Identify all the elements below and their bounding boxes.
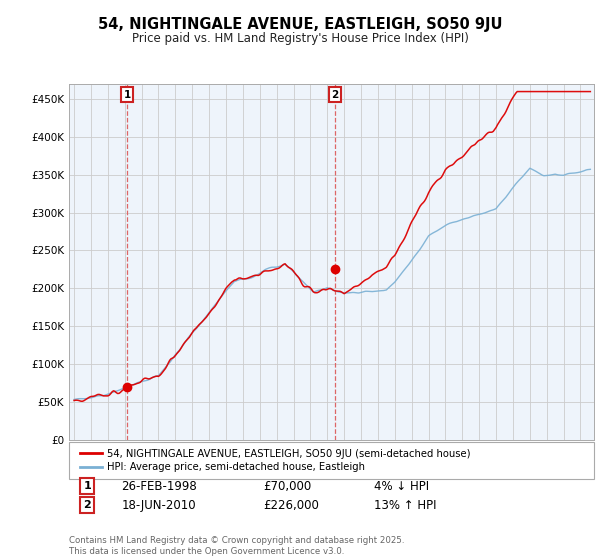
Text: Price paid vs. HM Land Registry's House Price Index (HPI): Price paid vs. HM Land Registry's House … [131,32,469,45]
Text: 18-JUN-2010: 18-JUN-2010 [121,498,196,511]
Text: 2: 2 [331,90,338,100]
FancyBboxPatch shape [69,442,594,479]
Text: Contains HM Land Registry data © Crown copyright and database right 2025.
This d: Contains HM Land Registry data © Crown c… [69,536,404,556]
Text: 2: 2 [83,500,91,510]
Text: 1: 1 [124,90,131,100]
Text: 4% ↓ HPI: 4% ↓ HPI [373,480,428,493]
Text: £70,000: £70,000 [263,480,311,493]
Text: 13% ↑ HPI: 13% ↑ HPI [373,498,436,511]
Text: £226,000: £226,000 [263,498,319,511]
Legend: 54, NIGHTINGALE AVENUE, EASTLEIGH, SO50 9JU (semi-detached house), HPI: Average : 54, NIGHTINGALE AVENUE, EASTLEIGH, SO50 … [77,446,473,475]
Text: 26-FEB-1998: 26-FEB-1998 [121,480,197,493]
Text: 1: 1 [83,481,91,491]
Text: 54, NIGHTINGALE AVENUE, EASTLEIGH, SO50 9JU: 54, NIGHTINGALE AVENUE, EASTLEIGH, SO50 … [98,17,502,32]
